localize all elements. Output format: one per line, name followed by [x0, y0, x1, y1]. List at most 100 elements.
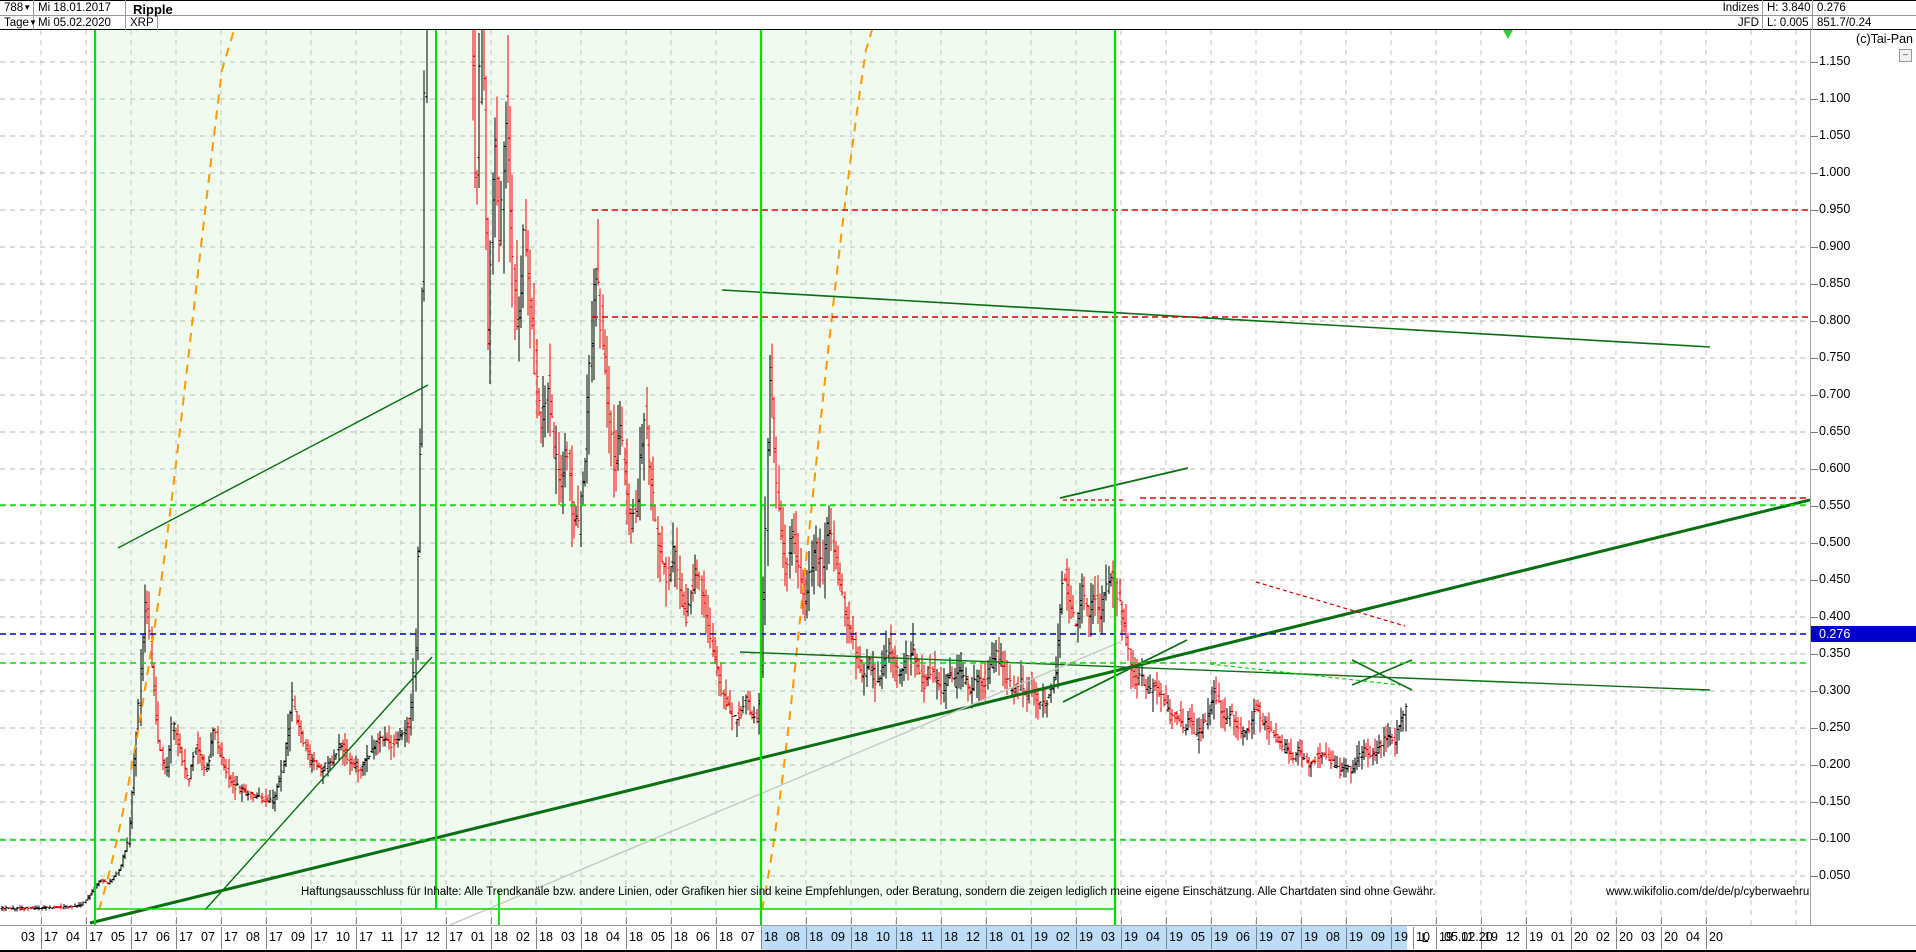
interval-selector[interactable]: Tage▼: [4, 16, 37, 31]
price-tick-mark: [1811, 876, 1818, 877]
date-tick: [1526, 917, 1527, 924]
date-tick: [986, 917, 987, 924]
faint-guide-line: [449, 641, 1121, 925]
date-month-label: 11: [921, 930, 934, 944]
date-tick: [1301, 917, 1302, 924]
price-tick-mark: [1811, 210, 1818, 211]
date-tick: [1481, 917, 1482, 924]
date-month-label: 07: [201, 930, 215, 944]
date-tick: [671, 917, 672, 924]
end-date-label: 05.02.20: [1444, 930, 1493, 944]
date-tick: [851, 917, 852, 924]
date-tick: [1571, 917, 1572, 924]
date-year-label: 17: [449, 930, 463, 944]
minimize-icon[interactable]: –: [1899, 49, 1912, 62]
copyright-label: (c)Tai-Pan: [1856, 32, 1913, 46]
date-year-label: 19: [1349, 930, 1363, 944]
date-tick: [1256, 917, 1257, 924]
page-title: Ripple: [133, 2, 173, 17]
date-separator: [1256, 927, 1257, 949]
price-tick-mark: [1811, 358, 1818, 359]
highlight-region: [95, 30, 1115, 909]
date-month-label: 06: [156, 930, 170, 944]
price-tick-mark: [1811, 432, 1818, 433]
rising-trendline-2017-lower: [204, 656, 433, 911]
price-tick-mark: [1811, 580, 1818, 581]
date-year-label: 18: [899, 930, 913, 944]
date-year-label: 18: [674, 930, 688, 944]
date-separator: [1706, 927, 1707, 949]
date-month-label: 09: [1371, 930, 1385, 944]
period-high: H: 3.840: [1767, 2, 1811, 14]
date-separator: [986, 927, 987, 949]
date-year-label: 20: [1709, 930, 1723, 944]
date-tick: [1661, 917, 1662, 924]
date-tick: [1121, 917, 1122, 924]
symbol-code: XRP: [130, 17, 154, 29]
date-separator: [1346, 927, 1347, 949]
date-month-label: 10: [336, 930, 350, 944]
date-month-label: 05: [1191, 930, 1205, 944]
date-year-label: 17: [359, 930, 373, 944]
date-month-label: 02: [1056, 930, 1070, 944]
price-tick-mark: [1811, 654, 1818, 655]
price-tick-label: 0.100: [1819, 831, 1851, 845]
date-year-label: 17: [89, 930, 103, 944]
date-tick: [221, 917, 222, 924]
price-tick-label: 1.150: [1819, 54, 1851, 68]
date-month-label: 03: [1101, 930, 1115, 944]
date-year-label: 20: [1574, 930, 1588, 944]
date-month-label: 05: [651, 930, 665, 944]
date-separator: [356, 927, 357, 949]
price-tick-mark: [1811, 506, 1818, 507]
date-tick: [356, 917, 357, 924]
date-month-label: 12: [426, 930, 440, 944]
price-tick-mark: [1811, 765, 1818, 766]
date-month-label: 10: [876, 930, 890, 944]
group-label: Indizes: [1722, 2, 1759, 14]
date-separator: [1481, 927, 1482, 949]
price-axis[interactable]: (c)Tai-Pan – 1.150 1.100 1.050 1.000 0.950 0.…: [1810, 30, 1916, 925]
price-tick-mark: [1811, 617, 1818, 618]
date-axis[interactable]: 03 17 04 17 05 17 06 17 07 17 08 17 09 17 10 17 11 17 12 17…: [0, 917, 1916, 952]
chevron-down-icon: ▼: [23, 3, 32, 12]
date-tick: [1076, 917, 1077, 924]
date-month-label: 11: [1461, 930, 1474, 944]
date-month-label: 05: [111, 930, 125, 944]
date-year-label: 17: [269, 930, 283, 944]
date-tick: [401, 917, 402, 924]
current-price-badge: 0.276: [1811, 626, 1916, 642]
price-tick-label: 0.650: [1819, 424, 1851, 438]
date-year-label: 18: [764, 930, 778, 944]
date-year-label: 17: [44, 930, 58, 944]
bars-count-selector[interactable]: 788▼: [4, 1, 31, 16]
date-separator: [491, 927, 492, 949]
date-separator: [806, 927, 807, 949]
date-year-label: 19: [1529, 930, 1543, 944]
falling-wedge-top: [1255, 581, 1406, 627]
bars-count-value: 788: [4, 2, 24, 14]
date-to: Mi 05.02.2020: [38, 17, 111, 29]
price-chart-canvas[interactable]: [0, 30, 1810, 925]
date-year-label: 19: [1214, 930, 1228, 944]
date-month-label: 07: [1281, 930, 1295, 944]
rising-wedge-top: [1059, 467, 1189, 499]
date-month-label: 02: [516, 930, 530, 944]
date-separator: [1571, 927, 1572, 949]
price-tick-label: 0.600: [1819, 461, 1851, 475]
date-tick: [536, 917, 537, 924]
last-value: 0.276: [1817, 2, 1846, 14]
date-year-label: 19: [1304, 930, 1318, 944]
price-tick-mark: [1811, 543, 1818, 544]
date-year-label: 19: [1484, 930, 1498, 944]
date-month-label: 12: [966, 930, 980, 944]
date-separator: [1211, 927, 1212, 949]
date-tick: [446, 917, 447, 924]
date-month-label: 06: [1236, 930, 1250, 944]
date-separator: [86, 927, 87, 949]
parabolic-guide-2018: [761, 30, 873, 911]
date-tick: [491, 917, 492, 924]
date-range-selection[interactable]: [761, 926, 1407, 950]
scale-mode-button[interactable]: L: [1413, 927, 1437, 949]
price-tick-label: 0.200: [1819, 757, 1851, 771]
